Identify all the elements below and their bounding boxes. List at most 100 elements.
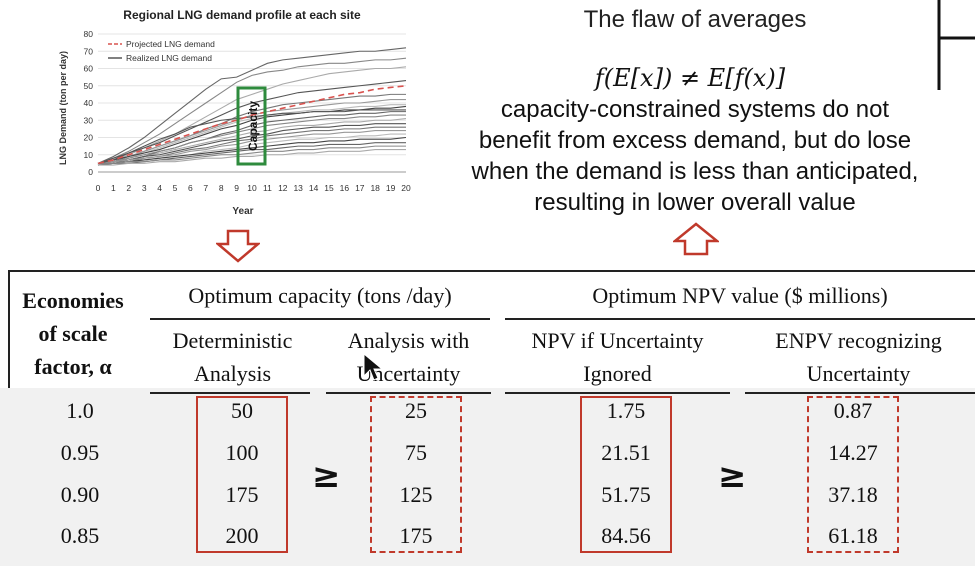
enpv-cell: 37.18 (828, 482, 878, 507)
realized-demand-line (97, 57, 407, 164)
realized-demand-line (98, 149, 406, 166)
chart-y-tick: 40 (84, 98, 94, 108)
chart-x-tick: 4 (157, 183, 162, 193)
uncertainty-cell: 75 (405, 440, 427, 465)
chart-svg: Regional LNG demand profile at each site… (58, 8, 411, 217)
projected-demand-line (97, 84, 407, 165)
realized-demand-line (97, 114, 406, 164)
npv-ignored-cell: 1.75 (606, 398, 646, 423)
realized-demand-line (97, 123, 406, 164)
chart-x-tick: 2 (126, 183, 131, 193)
chart-x-tick: 7 (203, 183, 208, 193)
deterministic-cell: 100 (225, 440, 259, 465)
header-line: ENPV recognizing (775, 328, 942, 353)
chart-x-tick: 17 (355, 183, 365, 193)
realized-demand-line (97, 109, 406, 164)
uncertainty-cell: 25 (405, 398, 427, 423)
enpv-header: ENPV recognizing Uncertainty (742, 324, 975, 390)
header-line: Analysis (194, 361, 271, 386)
uncertainty-cell: 175 (399, 523, 433, 548)
chart-y-tick: 60 (84, 64, 94, 74)
npv-ignored-box (580, 396, 672, 553)
flaw-of-averages-title: The flaw of averages (583, 6, 807, 33)
chart-x-tick: 16 (340, 183, 350, 193)
enpv-cell: 14.27 (828, 440, 878, 465)
flaw-description-line: benefit from excess demand, but do lose (478, 127, 912, 154)
factor-header-line: Economies (22, 288, 124, 313)
capacity-box (236, 86, 267, 166)
deterministic-cell: 50 (231, 398, 253, 423)
legend-realized-label: Realized LNG demand (126, 53, 212, 63)
sub-rule-1 (150, 392, 310, 394)
sub-rule-2 (326, 392, 491, 394)
chart-legend: Projected LNG demand Realized LNG demand (108, 39, 215, 63)
mouse-cursor-icon (363, 352, 384, 381)
npv-ignored-cell: 51.75 (601, 482, 651, 507)
capacity-group-rule (150, 318, 490, 320)
chart-x-tick: 5 (173, 183, 178, 193)
chart-x-tick: 20 (401, 183, 411, 193)
enpv-cell: 0.87 (833, 398, 873, 423)
flaw-formula: f(E[x]) ≠ E[f(x)] (594, 64, 786, 92)
corner-decoration (937, 0, 975, 90)
enpv-box (807, 396, 899, 553)
capacity-group-header: Optimum capacity (tons /day) (188, 283, 452, 308)
lng-demand-chart: Regional LNG demand profile at each site… (0, 0, 420, 225)
table-body-background (0, 388, 975, 566)
header-line: Deterministic (172, 328, 293, 353)
capacity-npv-table: Economies of scale factor, α Optimum cap… (0, 270, 975, 566)
npv-ignored-cell: 21.51 (601, 440, 651, 465)
up-arrow-icon (673, 222, 719, 256)
chart-x-tick: 0 (96, 183, 101, 193)
factor-header: Economies of scale factor, α (8, 284, 138, 383)
flaw-description-line: capacity-constrained systems do not (500, 96, 890, 123)
realized-demand-line (97, 80, 407, 164)
realized-demand-line (97, 117, 407, 166)
realized-demand-line (97, 47, 407, 164)
factor-cell: 0.85 (60, 523, 100, 548)
chart-y-tick: 80 (84, 29, 94, 39)
chart-y-tick: 30 (84, 115, 94, 125)
npv-ignored-cell: 84.56 (601, 523, 651, 548)
realized-demand-line (97, 105, 407, 164)
chart-x-tick: 18 (370, 183, 380, 193)
chart-title: Regional LNG demand profile at each site (123, 8, 361, 22)
sub-rule-3 (505, 392, 730, 394)
chart-x-tick: 10 (247, 183, 257, 193)
header-line: NPV if Uncertainty (531, 328, 704, 353)
factor-cell: 0.90 (60, 482, 100, 507)
chart-y-tick: 0 (88, 167, 93, 177)
header-line: Uncertainty (806, 361, 911, 386)
npv-group-header: Optimum NPV value ($ millions) (592, 283, 888, 308)
factor-cell: 1.0 (66, 398, 94, 423)
chart-x-tick: 9 (234, 183, 239, 193)
down-arrow-icon (216, 229, 260, 263)
flaw-description-line: when the demand is less than anticipated… (471, 158, 919, 185)
flaw-description: capacity-constrained systems do not bene… (420, 94, 970, 218)
header-line: Uncertainty (356, 361, 461, 386)
chart-x-tick: 8 (219, 183, 224, 193)
realized-demand-line (97, 130, 406, 164)
uncertainty-box (370, 396, 462, 553)
npv-group-rule (505, 318, 975, 320)
table-left-rule (8, 270, 10, 388)
deterministic-cell: 175 (225, 482, 259, 507)
realized-demand-line (97, 111, 406, 166)
flaw-description-line: resulting in lower overall value (534, 189, 856, 216)
chart-x-axis-label: Year (232, 206, 253, 217)
chart-y-tick: 20 (84, 133, 94, 143)
table-top-rule (8, 270, 975, 272)
chart-x-tick: 6 (188, 183, 193, 193)
legend-projected-label: Projected LNG demand (126, 39, 215, 49)
enpv-cell: 61.18 (828, 523, 878, 548)
chart-x-tick: 12 (278, 183, 288, 193)
greater-equal-symbol: ≥ (312, 456, 341, 496)
sub-rule-4 (745, 392, 975, 394)
factor-cell: 0.95 (60, 440, 100, 465)
header-line: Ignored (583, 361, 652, 386)
chart-x-tick: 14 (309, 183, 319, 193)
factor-header-line: of scale (38, 321, 108, 346)
npv-ignored-header: NPV if Uncertainty Ignored (505, 324, 730, 390)
chart-y-axis-label: LNG Demand (ton per day) (58, 51, 68, 165)
chart-x-tick: 19 (386, 183, 396, 193)
